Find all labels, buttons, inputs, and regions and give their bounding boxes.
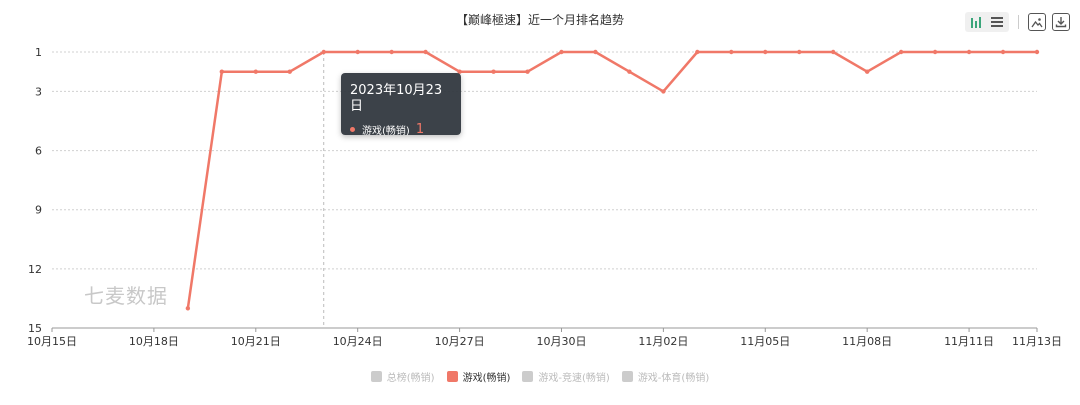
x-tick-label: 11月02日 [638, 335, 688, 348]
data-point [763, 49, 768, 55]
data-point [898, 49, 904, 55]
tooltip-value: 1 [415, 122, 425, 137]
tooltip-series-dot [350, 127, 355, 132]
x-tick-label: 10月15日 [27, 335, 77, 348]
chart-legend: 总榜(畅销) 游戏(畅销) 游戏-竞速(畅销) 游戏-体育(畅销) [0, 369, 1080, 384]
grid-layer [52, 51, 1037, 328]
y-tick-label: 12 [28, 263, 42, 276]
chart-title: 【巅峰極速】近一个月排名趋势 [455, 13, 624, 27]
data-point [797, 49, 802, 55]
x-tick-label: 11月05日 [740, 335, 790, 348]
y-tick-label: 1 [35, 46, 42, 59]
legend-label: 游戏-体育(畅销) [637, 373, 710, 384]
data-point [185, 306, 191, 311]
data-point [966, 49, 972, 55]
data-point [661, 89, 666, 94]
data-point [1000, 49, 1006, 55]
data-point [695, 49, 700, 55]
y-tick-label: 15 [28, 322, 42, 335]
data-point [525, 69, 530, 74]
data-point [559, 49, 564, 55]
legend-item-racing[interactable]: 游戏-竞速(畅销) [522, 369, 610, 384]
x-tick-label: 10月27日 [435, 335, 485, 348]
series-line [186, 50, 1037, 309]
data-point [593, 49, 598, 55]
x-tick-label: 11月13日 [1012, 335, 1062, 348]
x-tick-label: 11月08日 [842, 335, 892, 348]
data-point [864, 69, 870, 74]
legend-label: 游戏(畅销) [462, 373, 511, 384]
x-tick-label: 10月18日 [129, 335, 179, 348]
chart-toolbar [965, 12, 1070, 32]
x-tick-label: 11月11日 [944, 335, 994, 348]
y-tick-label: 9 [35, 204, 42, 217]
data-point [627, 69, 632, 74]
data-point [287, 69, 292, 74]
data-point [729, 49, 734, 55]
series-layer [185, 49, 1040, 311]
x-tick-label: 10月24日 [333, 335, 383, 348]
legend-label: 游戏-竞速(畅销) [538, 373, 610, 384]
data-point [389, 49, 394, 55]
data-point [321, 49, 326, 55]
legend-swatch [370, 371, 382, 382]
x-tick-label: 10月21日 [231, 335, 281, 348]
toolbar-divider [1018, 15, 1019, 29]
watermark: 七麦数据 [84, 284, 168, 308]
view-toggle-group [965, 12, 1009, 32]
data-point [253, 69, 258, 74]
legend-item-games[interactable]: 游戏(畅销) [446, 369, 511, 384]
x-tick-label: 10月30日 [536, 335, 586, 348]
legend-swatch [621, 371, 633, 382]
tooltip-date: 2023年10月23日 [350, 83, 443, 114]
bar-chart-icon[interactable] [969, 14, 985, 30]
data-point [423, 49, 428, 55]
y-tick-label: 3 [35, 85, 42, 98]
legend-swatch [522, 371, 534, 382]
download-icon[interactable] [1052, 13, 1070, 31]
data-point [932, 49, 938, 55]
data-point [355, 49, 360, 55]
image-icon[interactable] [1028, 13, 1046, 31]
y-tick-label: 6 [35, 145, 42, 158]
legend-item-sports[interactable]: 游戏-体育(畅销) [621, 369, 710, 384]
legend-label: 总榜(畅销) [386, 373, 435, 384]
legend-item-total[interactable]: 总榜(畅销) [370, 369, 435, 384]
list-icon[interactable] [989, 14, 1005, 30]
data-point [457, 69, 462, 74]
data-point [219, 69, 225, 74]
tooltip-row: 游戏(畅销) 1 [350, 122, 452, 137]
chart-tooltip: 2023年10月23日 游戏(畅销) 1 [341, 73, 461, 137]
legend-swatch [446, 371, 458, 382]
data-point [831, 49, 836, 55]
data-point [1034, 49, 1040, 55]
tooltip-series-name: 游戏(畅销) [362, 126, 410, 137]
data-point [491, 69, 496, 74]
